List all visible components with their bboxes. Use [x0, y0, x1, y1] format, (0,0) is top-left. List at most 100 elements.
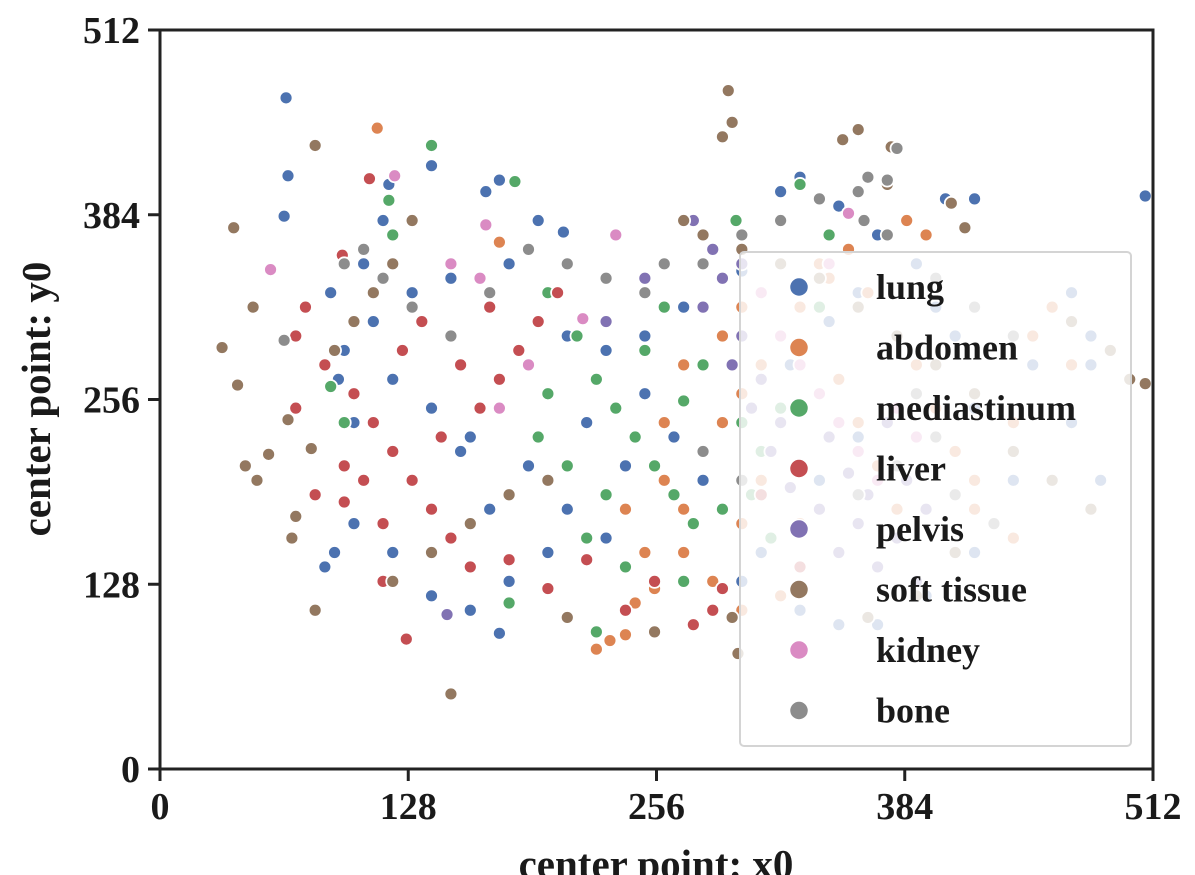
point-mediastinum: [637, 343, 653, 358]
point-mediastinum: [647, 458, 662, 474]
point-bone: [879, 172, 895, 188]
point-lung: [385, 371, 401, 387]
point-lung: [695, 472, 711, 488]
point-abdomen: [918, 227, 934, 243]
point-kidney: [608, 227, 624, 243]
point-lung: [404, 285, 420, 301]
point-pelvis: [439, 607, 455, 622]
point-bone: [860, 169, 876, 185]
point-liver: [492, 371, 507, 387]
legend-marker-lung: [788, 276, 810, 298]
point-lung: [375, 213, 391, 228]
point-mediastinum: [728, 213, 744, 228]
point-abdomen: [618, 501, 633, 517]
point-soft-tissue: [261, 446, 277, 462]
point-soft-tissue: [443, 686, 459, 702]
point-soft-tissue: [303, 441, 319, 456]
point-kidney: [443, 256, 459, 272]
point-bone: [375, 270, 391, 286]
legend-marker-pelvis: [788, 518, 810, 540]
point-pelvis: [715, 270, 730, 286]
point-liver: [346, 386, 362, 402]
point-soft-tissue: [288, 509, 304, 524]
point-abdomen: [656, 472, 672, 488]
point-liver: [482, 299, 498, 315]
point-soft-tissue: [540, 472, 556, 488]
point-abdomen: [656, 415, 672, 430]
x-tick-label: 384: [876, 786, 933, 828]
point-soft-tissue: [214, 340, 230, 355]
point-liver: [385, 444, 401, 459]
point-mediastinum: [715, 501, 730, 517]
point-lung: [618, 458, 633, 474]
point-mediastinum: [588, 371, 604, 387]
point-lung: [666, 429, 682, 445]
point-soft-tissue: [720, 83, 736, 99]
point-lung: [637, 328, 653, 344]
point-bone: [695, 256, 711, 272]
legend-marker-soft-tissue: [788, 579, 810, 600]
point-soft-tissue: [943, 195, 959, 211]
point-liver: [453, 357, 469, 373]
point-bone: [356, 241, 372, 257]
point-bone: [879, 227, 895, 243]
point-liver: [530, 314, 546, 329]
x-tick-label: 256: [628, 786, 685, 828]
point-soft-tissue: [724, 610, 740, 625]
point-lung: [492, 625, 507, 641]
point-liver: [375, 516, 391, 532]
point-lung: [424, 158, 439, 174]
point-liver: [579, 552, 595, 568]
point-liver: [317, 357, 333, 373]
point-lung: [424, 588, 439, 604]
point-lung: [530, 213, 546, 228]
point-kidney: [521, 357, 536, 373]
y-tick-label: 128: [83, 564, 140, 606]
point-soft-tissue: [676, 213, 692, 228]
point-mediastinum: [540, 386, 556, 402]
point-bone: [276, 332, 292, 348]
point-bone: [856, 213, 872, 228]
point-soft-tissue: [850, 122, 866, 137]
legend-label-pelvis: pelvis: [876, 509, 964, 549]
point-lung: [579, 415, 595, 430]
legend-marker-abdomen: [788, 337, 810, 358]
legend-label-bone: bone: [876, 691, 950, 731]
point-lung: [478, 184, 494, 200]
point-mediastinum: [676, 393, 692, 409]
point-kidney: [472, 270, 488, 286]
legend-frame: [739, 251, 1132, 747]
point-mediastinum: [424, 138, 439, 153]
point-abdomen: [637, 545, 653, 560]
point-lung: [598, 530, 614, 546]
point-bone: [559, 256, 575, 272]
x-axis-title: center point: x0: [519, 841, 794, 875]
point-soft-tissue: [501, 487, 517, 503]
point-abdomen: [676, 357, 692, 373]
point-mediastinum: [559, 458, 575, 474]
point-lung: [317, 559, 333, 575]
point-soft-tissue: [365, 285, 381, 301]
point-soft-tissue: [462, 516, 478, 532]
point-lung: [443, 270, 459, 286]
point-liver: [443, 530, 459, 546]
legend-label-abdomen: abdomen: [876, 328, 1018, 368]
x-tick-label: 128: [380, 786, 437, 828]
point-bone: [482, 285, 498, 301]
point-soft-tissue: [424, 545, 439, 560]
point-lung: [424, 400, 439, 416]
point-abdomen: [369, 120, 385, 136]
point-bone: [443, 328, 459, 344]
y-tick-label: 256: [83, 380, 140, 422]
point-mediastinum: [656, 299, 672, 315]
point-soft-tissue: [559, 610, 575, 625]
point-soft-tissue: [327, 343, 342, 358]
point-liver: [462, 559, 478, 575]
point-liver: [550, 285, 565, 301]
point-abdomen: [715, 415, 730, 430]
legend-marker-kidney: [788, 639, 810, 661]
point-liver: [365, 415, 381, 430]
legend-label-mediastinum: mediastinum: [876, 388, 1076, 428]
point-soft-tissue: [1137, 376, 1153, 392]
